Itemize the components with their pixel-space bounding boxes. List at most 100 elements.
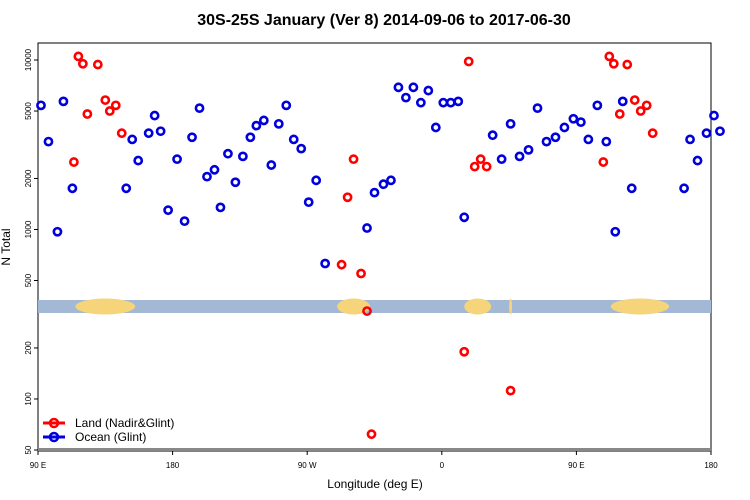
land-point: [614, 109, 625, 119]
land-point: [348, 154, 359, 165]
ocean-point: [575, 117, 586, 128]
ocean-point: [163, 205, 174, 216]
ocean-point: [583, 134, 594, 145]
ocean-point: [215, 202, 226, 213]
ocean-band: [38, 300, 711, 313]
ocean-point: [67, 183, 78, 194]
x-tick-label: 180: [704, 461, 718, 470]
ocean-point: [701, 128, 712, 139]
ocean-point: [445, 97, 456, 108]
legend-marker-land: [48, 417, 60, 429]
legend-label-ocean: Ocean (Glint): [75, 430, 146, 444]
land-point: [505, 385, 516, 396]
ocean-point: [36, 100, 46, 111]
land-point: [459, 346, 470, 357]
ocean-point: [532, 103, 543, 114]
ocean-point: [550, 132, 561, 143]
land-segment: [464, 298, 492, 315]
land-point: [608, 58, 619, 69]
ocean-point: [559, 122, 570, 133]
land-point: [469, 161, 480, 172]
ocean-point: [592, 100, 603, 111]
y-tick-label: 1000: [24, 220, 33, 238]
y-tick-label: 50: [24, 445, 33, 454]
ocean-point: [415, 97, 426, 108]
ocean-point: [187, 132, 197, 143]
y-axis: 50 100 200 500 1000 2000 5000 10000: [24, 48, 38, 454]
land-point: [100, 95, 111, 105]
land-point: [68, 157, 79, 167]
ocean-point: [311, 175, 322, 186]
ocean-point: [362, 223, 372, 233]
ocean-point: [505, 118, 516, 129]
land-point: [82, 109, 93, 119]
y-tick-label: 10000: [24, 48, 33, 71]
legend: Land (Nadir&Glint) Ocean (Glint): [43, 416, 174, 444]
y-tick-label: 500: [24, 273, 33, 287]
land-point: [73, 51, 84, 62]
ocean-point: [487, 130, 498, 141]
x-tick-label: 90 E: [568, 461, 584, 470]
ocean-point: [172, 154, 182, 165]
ocean-point: [296, 143, 307, 154]
land-point: [604, 51, 615, 62]
land-point: [463, 56, 474, 67]
land-point: [647, 128, 658, 139]
ocean-point: [378, 179, 389, 190]
ocean-point: [386, 175, 396, 186]
ocean-point: [709, 110, 719, 121]
land-point: [362, 306, 372, 316]
land-point: [116, 128, 127, 139]
ocean-point: [288, 134, 299, 145]
ocean-point: [393, 82, 404, 93]
land-segment: [75, 298, 136, 315]
land-segment: [337, 298, 371, 315]
ocean-point: [179, 216, 190, 227]
ocean-point: [245, 132, 256, 143]
land-point: [481, 161, 492, 172]
x-axis-label: Longitude (deg E): [327, 477, 422, 491]
ocean-point: [127, 134, 138, 145]
ocean-point: [459, 212, 470, 223]
ocean-point: [303, 197, 314, 208]
ocean-point: [202, 171, 212, 182]
land-point: [342, 192, 353, 203]
ocean-point: [541, 136, 552, 147]
ocean-point: [194, 103, 205, 114]
ocean-point: [617, 96, 628, 107]
ocean-point: [223, 148, 233, 159]
ocean-point: [626, 183, 637, 194]
ocean-point: [423, 85, 434, 96]
ocean-point: [430, 122, 441, 133]
map-strip: [38, 298, 711, 315]
bottom-map-edge: [38, 448, 711, 451]
ocean-point: [133, 155, 144, 166]
y-axis-label: N Total: [0, 228, 13, 265]
x-tick-label: 0: [440, 461, 445, 470]
ocean-point: [281, 100, 292, 111]
y-tick-label: 200: [24, 341, 33, 355]
land-point: [635, 106, 646, 116]
legend-marker-ocean: [48, 431, 60, 443]
ocean-point: [230, 177, 241, 188]
land-point: [77, 58, 88, 69]
ocean-point: [453, 96, 464, 107]
ocean-point: [52, 226, 63, 237]
ocean-point: [209, 164, 220, 175]
ocean-point: [523, 144, 534, 155]
ocean-point: [601, 136, 612, 147]
land-segment: [509, 298, 513, 315]
x-tick-label: 90 E: [30, 461, 46, 470]
ocean-point: [408, 82, 419, 93]
land-point: [629, 95, 640, 105]
y-tick-label: 2000: [24, 169, 33, 187]
ocean-point: [692, 155, 703, 166]
x-tick-label: 180: [166, 461, 180, 470]
ocean-point: [143, 128, 154, 139]
ocean-point: [266, 160, 277, 170]
ocean-point: [251, 120, 262, 131]
land-point: [104, 106, 115, 116]
land-point: [598, 157, 609, 167]
x-axis: 90 E 180 90 W 0 90 E 180: [30, 451, 718, 470]
